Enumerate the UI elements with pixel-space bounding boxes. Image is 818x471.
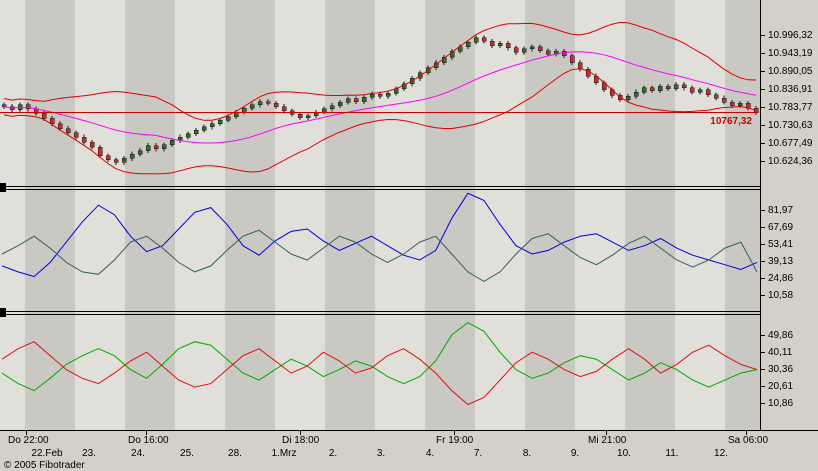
time-tick-mark [300,431,301,435]
time-axis: © 2005 Fibotrader Do 22:00 Do 16:00 Di 18:… [0,430,818,471]
time-tick-mark [26,431,27,435]
axis-tick-label: 10,86 [768,398,794,409]
axis-tick-label: 10.943,19 [768,47,813,59]
axis-tick-label: 24,86 [768,272,794,284]
date-label: 25. [180,448,194,459]
axis-tick-mark [761,107,765,108]
axis-tick-mark [761,244,765,245]
axis-tick-mark [761,295,765,296]
axis-tick-mark [761,52,765,54]
axis-tick-mark [761,369,765,370]
date-label: 3. [376,448,386,459]
axis-tick-label: 49,86 [768,330,794,341]
time-tick-mark [606,431,607,435]
time-tick-mark [454,431,455,435]
axis-tick-label: 10.996,32 [768,30,813,41]
time-label: Mi 21:00 [588,435,627,446]
last-price-label: 10767,32 [710,115,752,127]
time-tick-mark [746,431,747,435]
axis-tick-label: 40,11 [768,347,793,358]
axis-tick-mark [761,386,765,387]
axis-tick-label: 67,69 [768,222,794,233]
panel-resize-handle[interactable] [0,308,6,317]
date-label: 22.Feb [31,448,63,459]
axis-tick-mark [761,277,765,279]
axis-tick-mark [761,161,765,162]
axis-tick-mark [761,210,765,211]
axis-tick-label: 81,97 [768,205,794,216]
axis-tick-label: 10,58 [768,290,794,301]
plot-svg[interactable] [0,0,760,430]
date-label: 23. [82,448,96,459]
time-label: Do 16:00 [128,435,169,446]
time-label: Do 22:00 [8,435,49,446]
panel-resize-handle[interactable] [0,183,6,192]
date-label: 2. [328,448,338,459]
axis-tick-mark [761,335,765,336]
axis-tick-label: 10.783,77 [768,102,813,113]
date-label: 9. [570,448,580,459]
axis-tick-label: 10.890,05 [768,65,813,77]
axis-tick-mark [761,403,765,404]
time-label: Di 18:00 [282,435,320,446]
copyright-label: © 2005 Fibotrader [4,460,85,471]
axis-tick-label: 53,41 [768,239,794,250]
axis-tick-label: 10.730,63 [768,120,813,131]
axis-tick-label: 10.624,36 [768,156,813,167]
axis-tick-mark [761,261,765,262]
axis-tick-mark [761,88,765,90]
plot-area[interactable] [0,0,760,430]
date-label: 24. [131,448,145,459]
axis-tick-mark [761,35,765,36]
axis-tick-label: 39,13 [768,256,794,267]
date-label: 11. [665,448,679,459]
price-axis: 10.996,32 10.943,19 10.890,05 10.836,91 10.7… [760,0,818,430]
axis-tick-label: 30,36 [768,364,794,375]
date-label: 28. [228,448,242,459]
date-label: 1.Mrz [271,448,297,459]
date-label: 12. [714,448,728,459]
date-label: 8. [522,448,532,459]
date-label: 7. [473,448,483,459]
axis-tick-mark [761,143,765,144]
axis-tick-label: 10.677,49 [768,138,813,149]
axis-tick-mark [761,70,765,72]
time-tick-mark [146,431,147,435]
time-label: Sa 06:00 [728,435,769,446]
date-label: 4. [425,448,435,459]
axis-tick-mark [761,227,765,228]
axis-tick-label: 10.836,91 [768,83,813,95]
date-label: 10. [617,448,631,459]
axis-tick-label: 20,61 [768,381,794,392]
axis-tick-mark [761,352,765,353]
axis-tick-mark [761,125,765,126]
time-label: Fr 19:00 [436,435,474,446]
